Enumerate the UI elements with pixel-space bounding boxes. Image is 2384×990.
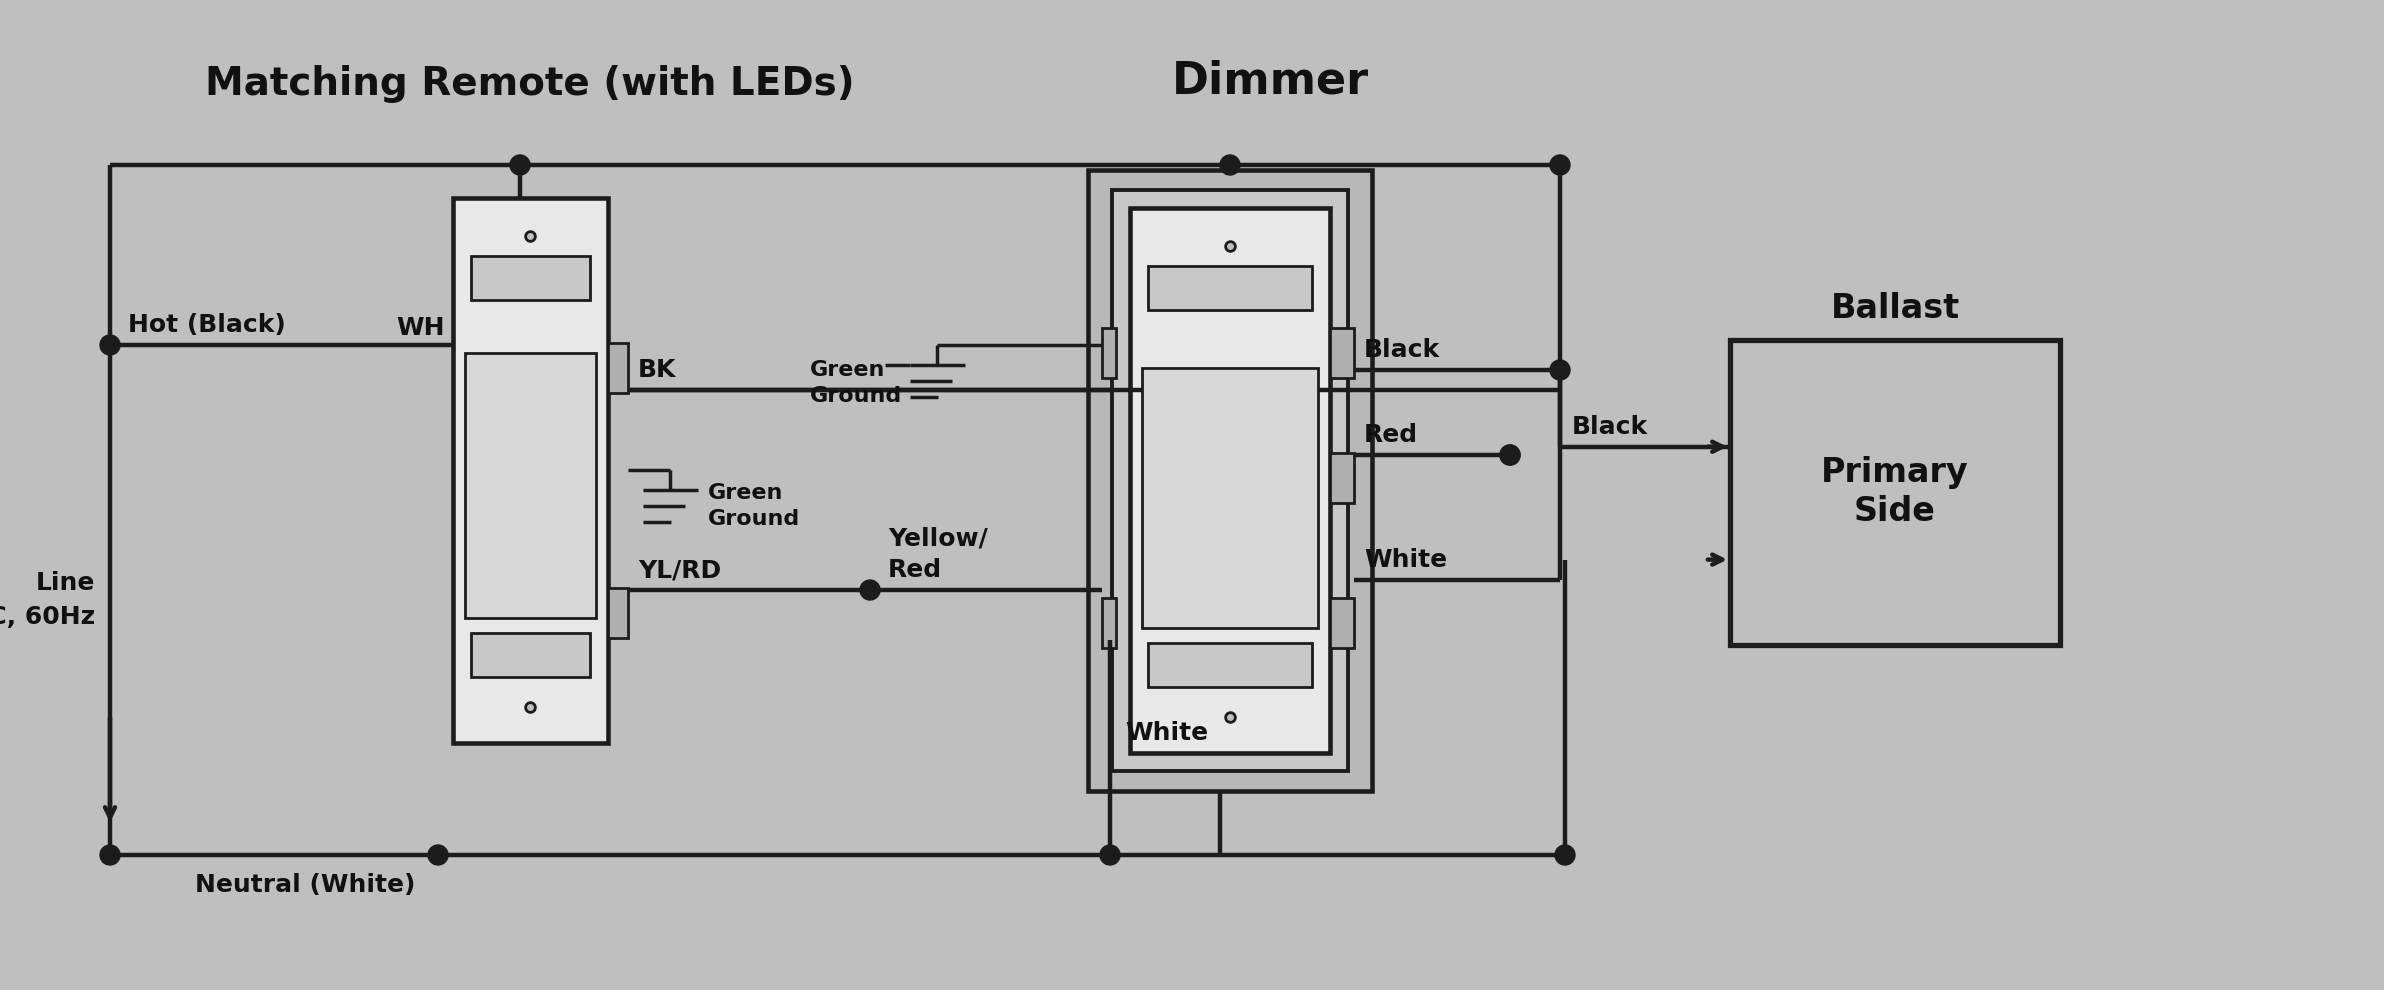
Bar xyxy=(1101,328,1116,378)
Text: Primary
Side: Primary Side xyxy=(1821,456,1969,528)
Text: Red: Red xyxy=(1364,423,1418,447)
Text: WH: WH xyxy=(396,316,446,340)
Text: Ballast: Ballast xyxy=(1831,292,1960,325)
Text: Yellow/
Red: Yellow/ Red xyxy=(887,527,987,582)
Circle shape xyxy=(1099,845,1120,865)
Bar xyxy=(1330,453,1354,503)
Circle shape xyxy=(100,335,119,355)
Text: Line
120VAC, 60Hz: Line 120VAC, 60Hz xyxy=(0,571,95,629)
Bar xyxy=(1731,340,2060,645)
Circle shape xyxy=(1500,445,1521,465)
Bar xyxy=(472,256,589,300)
Text: White: White xyxy=(1125,721,1209,745)
Text: Green
Ground: Green Ground xyxy=(811,360,901,407)
Bar xyxy=(472,633,589,677)
Text: YL/RD: YL/RD xyxy=(639,558,720,582)
Bar xyxy=(608,588,627,638)
Bar xyxy=(1111,190,1347,771)
Text: Hot (Black): Hot (Black) xyxy=(129,313,286,337)
Bar xyxy=(1087,170,1373,791)
Text: Dimmer: Dimmer xyxy=(1171,60,1368,103)
Circle shape xyxy=(429,845,448,865)
Circle shape xyxy=(1550,360,1571,380)
Bar xyxy=(1330,328,1354,378)
Bar xyxy=(1101,598,1116,648)
Circle shape xyxy=(1550,155,1571,175)
Text: White: White xyxy=(1364,548,1447,572)
Text: Green
Ground: Green Ground xyxy=(708,483,801,530)
Circle shape xyxy=(1221,155,1240,175)
Bar xyxy=(1149,643,1311,687)
Bar xyxy=(608,343,627,393)
Text: Neutral (White): Neutral (White) xyxy=(195,873,415,897)
Bar xyxy=(453,198,608,743)
Bar xyxy=(1142,368,1318,628)
Text: Matching Remote (with LEDs): Matching Remote (with LEDs) xyxy=(205,65,856,103)
Bar xyxy=(1149,266,1311,310)
Bar xyxy=(465,353,596,618)
Circle shape xyxy=(100,845,119,865)
Text: Black: Black xyxy=(1364,338,1440,362)
Circle shape xyxy=(1554,845,1576,865)
Circle shape xyxy=(1500,445,1521,465)
Text: BK: BK xyxy=(639,358,677,382)
Bar xyxy=(1130,208,1330,753)
Text: Black: Black xyxy=(1571,415,1647,439)
Circle shape xyxy=(510,155,529,175)
Circle shape xyxy=(861,580,880,600)
Bar xyxy=(1330,598,1354,648)
